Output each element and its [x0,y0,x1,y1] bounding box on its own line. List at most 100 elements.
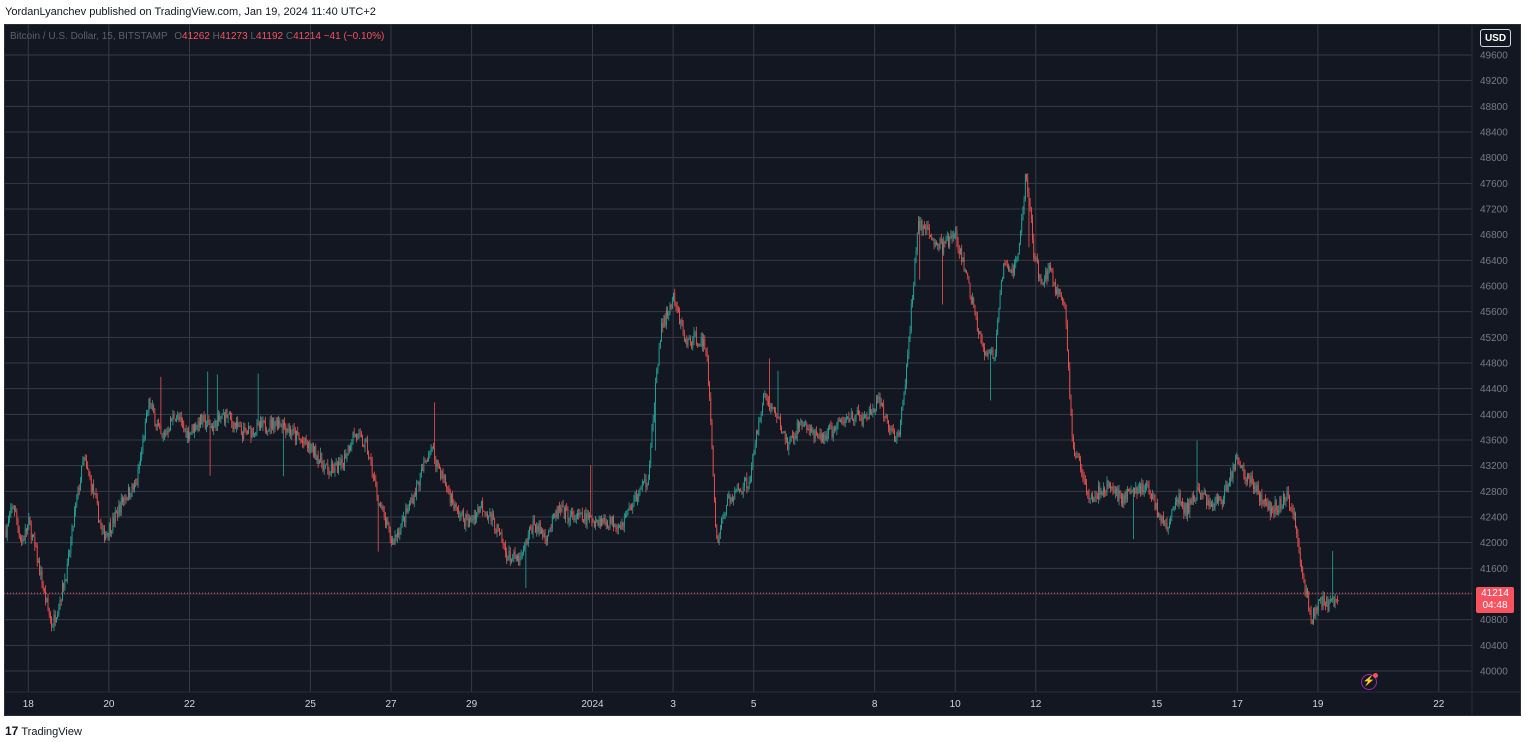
candle-body [782,432,784,434]
price-chart[interactable]: 4000040400408004120041600420004240042800… [4,24,1521,716]
candle-body [664,316,666,326]
candle-body [1250,475,1252,483]
candle-body [105,534,107,541]
candle-body [531,527,533,533]
candle-body [1315,607,1317,617]
candle-body [1173,507,1175,509]
candle-body [257,422,259,424]
candle-body [537,526,539,532]
candle-body [370,457,372,463]
candle-body [700,337,702,344]
candle-body [407,508,409,513]
candle-body [602,518,604,523]
candle-body [650,447,652,465]
candle-body [916,233,918,251]
candle-body [182,420,183,423]
candle-body [1137,487,1139,494]
candle-body [579,513,581,516]
candle-body [395,534,397,538]
candle-body [903,391,905,402]
candle-body [996,334,997,354]
candle-body [1292,508,1294,515]
currency-button[interactable]: USD [1480,29,1511,47]
candle-body [918,221,919,234]
candle-body [520,555,522,558]
flash-icon[interactable]: ⚡ [1361,673,1378,690]
candle-body [599,518,601,527]
candle-body [575,518,577,520]
candle-body [476,512,478,520]
candle-body [1223,498,1224,505]
candle-body [167,430,169,433]
candle-body [1033,239,1035,258]
candle-body [173,415,175,419]
candle-body [1035,258,1037,260]
candle-body [9,514,11,520]
candle-body [828,427,829,435]
candle-body [824,435,826,439]
x-tick-label: 25 [305,699,317,710]
candle-body [1128,489,1129,491]
candle-body [469,518,470,527]
candle-body [868,408,870,419]
candle-body [269,419,271,429]
chart-frame[interactable] [4,24,1521,716]
candle-body [653,402,655,421]
candle-body [191,424,193,432]
candle-body [220,418,222,420]
candle-body [635,491,637,501]
candle-body [1022,209,1024,219]
candle-body [1096,496,1098,499]
candle-body [1098,485,1099,499]
candle-body [1338,600,1340,602]
candle-body [1236,457,1238,459]
candle-body [1144,486,1146,490]
candle-body [1065,306,1067,324]
candle-body [10,507,12,515]
candle-body [232,422,234,430]
candle-body [452,494,454,505]
candle-body [556,510,558,518]
candle-body [921,220,923,231]
candle-body [763,394,764,406]
candle-body [1271,507,1272,515]
candle-body [1094,496,1096,498]
candle-body [1006,264,1008,267]
candle-body [460,513,462,517]
candle-body [1200,492,1202,499]
candle-body [798,421,799,429]
candle-body [68,553,69,563]
candle-body [963,257,965,271]
candle-body [543,532,545,537]
candle-body [1020,231,1021,244]
candle-body [705,349,707,353]
candle-body [428,454,430,462]
candle-body [811,428,813,433]
candle-body [334,464,336,473]
candle-body [1309,609,1311,612]
candle-body [360,433,362,437]
candle-body [362,436,363,446]
candle-body [712,446,714,477]
candle-body [1151,494,1152,500]
candle-body [53,614,55,628]
candle-body [1165,522,1167,524]
candle-body [435,459,437,467]
candle-body [213,425,215,432]
candle-body [776,415,778,418]
candle-body [174,418,176,421]
candle-body [910,304,912,332]
candle-body [1084,479,1086,485]
candle-body [900,419,901,435]
tradingview-logo[interactable]: 17 TradingView [5,724,82,738]
candle-body [777,416,779,418]
candle-body [81,465,83,481]
candle-body [467,518,469,527]
candle-body [838,419,840,421]
candle-body [934,242,936,246]
candle-body [111,531,113,533]
candle-body [1038,262,1039,279]
candle-body [858,409,859,416]
candle-body [156,424,158,427]
candle-body [1142,483,1144,493]
